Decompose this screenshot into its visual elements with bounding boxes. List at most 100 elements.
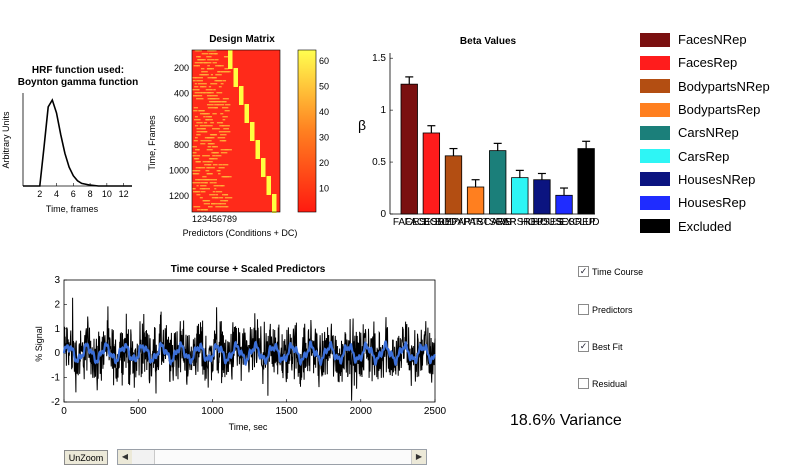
design-matrix-cell <box>207 77 215 79</box>
scroll-right-icon[interactable]: ▶ <box>412 450 426 464</box>
predictors-checkbox[interactable]: Predictors <box>578 304 633 315</box>
design-matrix-cell <box>213 182 217 184</box>
design-matrix-cell <box>199 125 206 127</box>
design-matrix-cell <box>216 92 223 94</box>
unzoom-button[interactable]: UnZoom <box>64 450 108 465</box>
design-matrix-cell <box>201 53 209 55</box>
beta-bar <box>444 155 463 215</box>
design-matrix-cell <box>199 83 207 85</box>
design-matrix-cell <box>209 134 216 136</box>
design-matrix-ylabel: Time, Frames <box>147 115 157 171</box>
design-matrix-cell <box>212 164 218 166</box>
design-matrix-cell <box>225 104 231 106</box>
design-matrix-dc-block <box>250 122 255 141</box>
design-matrix-dc-block <box>266 176 271 195</box>
design-matrix-y-tick-label: 400 <box>174 89 189 99</box>
time-course-checkbox-label: Time Course <box>592 266 644 277</box>
beta-values-chart: Beta Values β 0 0.5 1 1.5 FACESFACESREPBODY… <box>358 36 600 228</box>
design-matrix-cell <box>219 197 224 199</box>
beta-bar <box>489 150 507 215</box>
beta-x-tick-label: BODYPARTS <box>423 217 484 228</box>
legend-item: HousesRep <box>640 191 790 214</box>
residual-check-box[interactable] <box>578 378 589 389</box>
design-matrix-cell <box>207 68 212 70</box>
design-matrix-cell <box>222 194 229 196</box>
beta-x-tick-label: CARS <box>484 217 512 228</box>
legend-item: Excluded <box>640 214 790 237</box>
design-matrix-cell <box>205 116 211 118</box>
design-matrix-cell <box>198 95 203 97</box>
design-matrix-cell <box>215 194 219 196</box>
design-matrix-frame <box>191 49 281 213</box>
design-matrix-cell <box>208 89 213 91</box>
design-matrix-cell <box>192 182 200 184</box>
design-matrix-cell <box>219 140 226 142</box>
time-course-check-box[interactable]: ✓ <box>578 266 589 277</box>
design-matrix-cell <box>207 167 215 169</box>
beta-y-tick-label: 1.5 <box>372 53 386 64</box>
design-matrix-cell <box>222 80 227 82</box>
beta-x-ticks: FACESFACESREPBODYPARTSBODYPARTSREPCARSCA… <box>393 217 600 228</box>
design-matrix-cell <box>206 149 213 151</box>
design-matrix-cell <box>206 167 210 169</box>
design-matrix-y-ticks: 200 400 600 800 1000 1200 <box>169 63 189 201</box>
legend-label: FacesNRep <box>678 32 747 48</box>
design-matrix-cell <box>197 59 204 61</box>
design-matrix-cell <box>196 185 199 187</box>
legend-swatch <box>640 219 670 234</box>
time-course-x-tick-label: 500 <box>130 406 147 417</box>
hrf-plot: HRF function used: Boynton gamma functio… <box>1 65 138 214</box>
time-course-ticks: 0 500 1000 1500 2000 2500 3 2 1 0 -1 -2 <box>51 275 446 417</box>
design-matrix-cell <box>212 62 217 64</box>
hrf-ylabel: Arbitrary Units <box>1 111 11 169</box>
design-matrix-cell <box>192 80 196 82</box>
design-matrix-cell <box>211 179 218 181</box>
design-matrix-cell <box>207 146 210 148</box>
design-matrix-cell <box>210 122 214 124</box>
design-matrix-cell <box>196 128 203 130</box>
design-matrix-cell <box>192 146 197 148</box>
design-matrix-cell <box>214 98 220 100</box>
scroll-left-icon[interactable]: ◀ <box>118 450 132 464</box>
scrollbar-thumb[interactable] <box>154 450 412 464</box>
time-scrollbar[interactable]: ◀ ▶ <box>117 449 427 465</box>
design-matrix-cell <box>196 131 203 133</box>
design-matrix-cell <box>203 122 208 124</box>
beta-bar <box>400 83 418 215</box>
beta-bar <box>466 186 485 215</box>
beta-y-tick-label: 1 <box>380 105 386 116</box>
design-matrix-cell <box>218 164 223 166</box>
design-matrix-cell <box>203 203 210 205</box>
design-matrix-cell <box>224 131 231 133</box>
best-fit-check-box[interactable]: ✓ <box>578 341 589 352</box>
beta-y-tick-label: 0.5 <box>372 157 386 168</box>
design-matrix-cell <box>197 149 200 151</box>
design-matrix-cell <box>214 59 219 61</box>
design-matrix-cell <box>206 173 213 175</box>
predictors-check-box[interactable] <box>578 304 589 315</box>
design-matrix-cell <box>208 62 212 64</box>
time-course-checkbox[interactable]: ✓ Time Course <box>578 266 643 277</box>
design-matrix-cell <box>194 137 198 139</box>
time-course-y-tick-label: 2 <box>54 299 60 310</box>
design-matrix-cell <box>214 197 219 199</box>
design-matrix-cell <box>219 125 224 127</box>
design-matrix-cell <box>216 122 222 124</box>
checkmark-icon: ✓ <box>579 266 588 276</box>
design-matrix-cell <box>210 59 215 61</box>
residual-checkbox[interactable]: Residual <box>578 378 627 389</box>
design-matrix-cell <box>205 119 208 121</box>
design-matrix-cell <box>202 176 207 178</box>
design-matrix-cell <box>211 77 217 79</box>
design-matrix-cell <box>207 50 213 52</box>
design-matrix-cell <box>214 80 222 82</box>
best-fit-checkbox[interactable]: ✓ Best Fit <box>578 341 623 352</box>
time-course-y-tick-label: -2 <box>51 397 60 408</box>
hrf-x-tick-label: 8 <box>88 189 93 199</box>
design-matrix-cell <box>212 113 217 115</box>
legend-swatch <box>640 195 670 210</box>
design-matrix-cell <box>204 164 211 166</box>
beta-title: Beta Values <box>460 36 517 47</box>
design-matrix-cell <box>195 170 201 172</box>
design-matrix-cell <box>195 179 200 181</box>
